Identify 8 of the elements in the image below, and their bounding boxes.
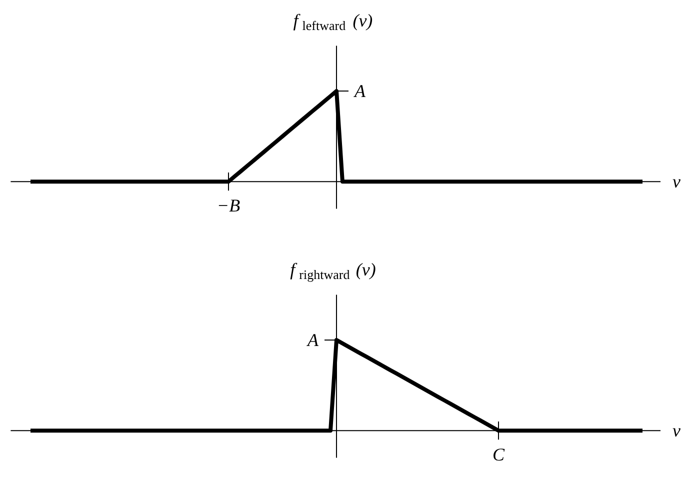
y-axis-title: frightward(v) xyxy=(290,260,376,282)
x-axis-title: v xyxy=(672,420,681,441)
annotation: A xyxy=(306,330,320,350)
y-axis-title: fleftward(v) xyxy=(293,10,373,33)
text: C xyxy=(492,444,506,465)
x-axis-title: v xyxy=(672,172,681,192)
annotation: A xyxy=(354,81,366,102)
text: −B xyxy=(216,196,240,216)
